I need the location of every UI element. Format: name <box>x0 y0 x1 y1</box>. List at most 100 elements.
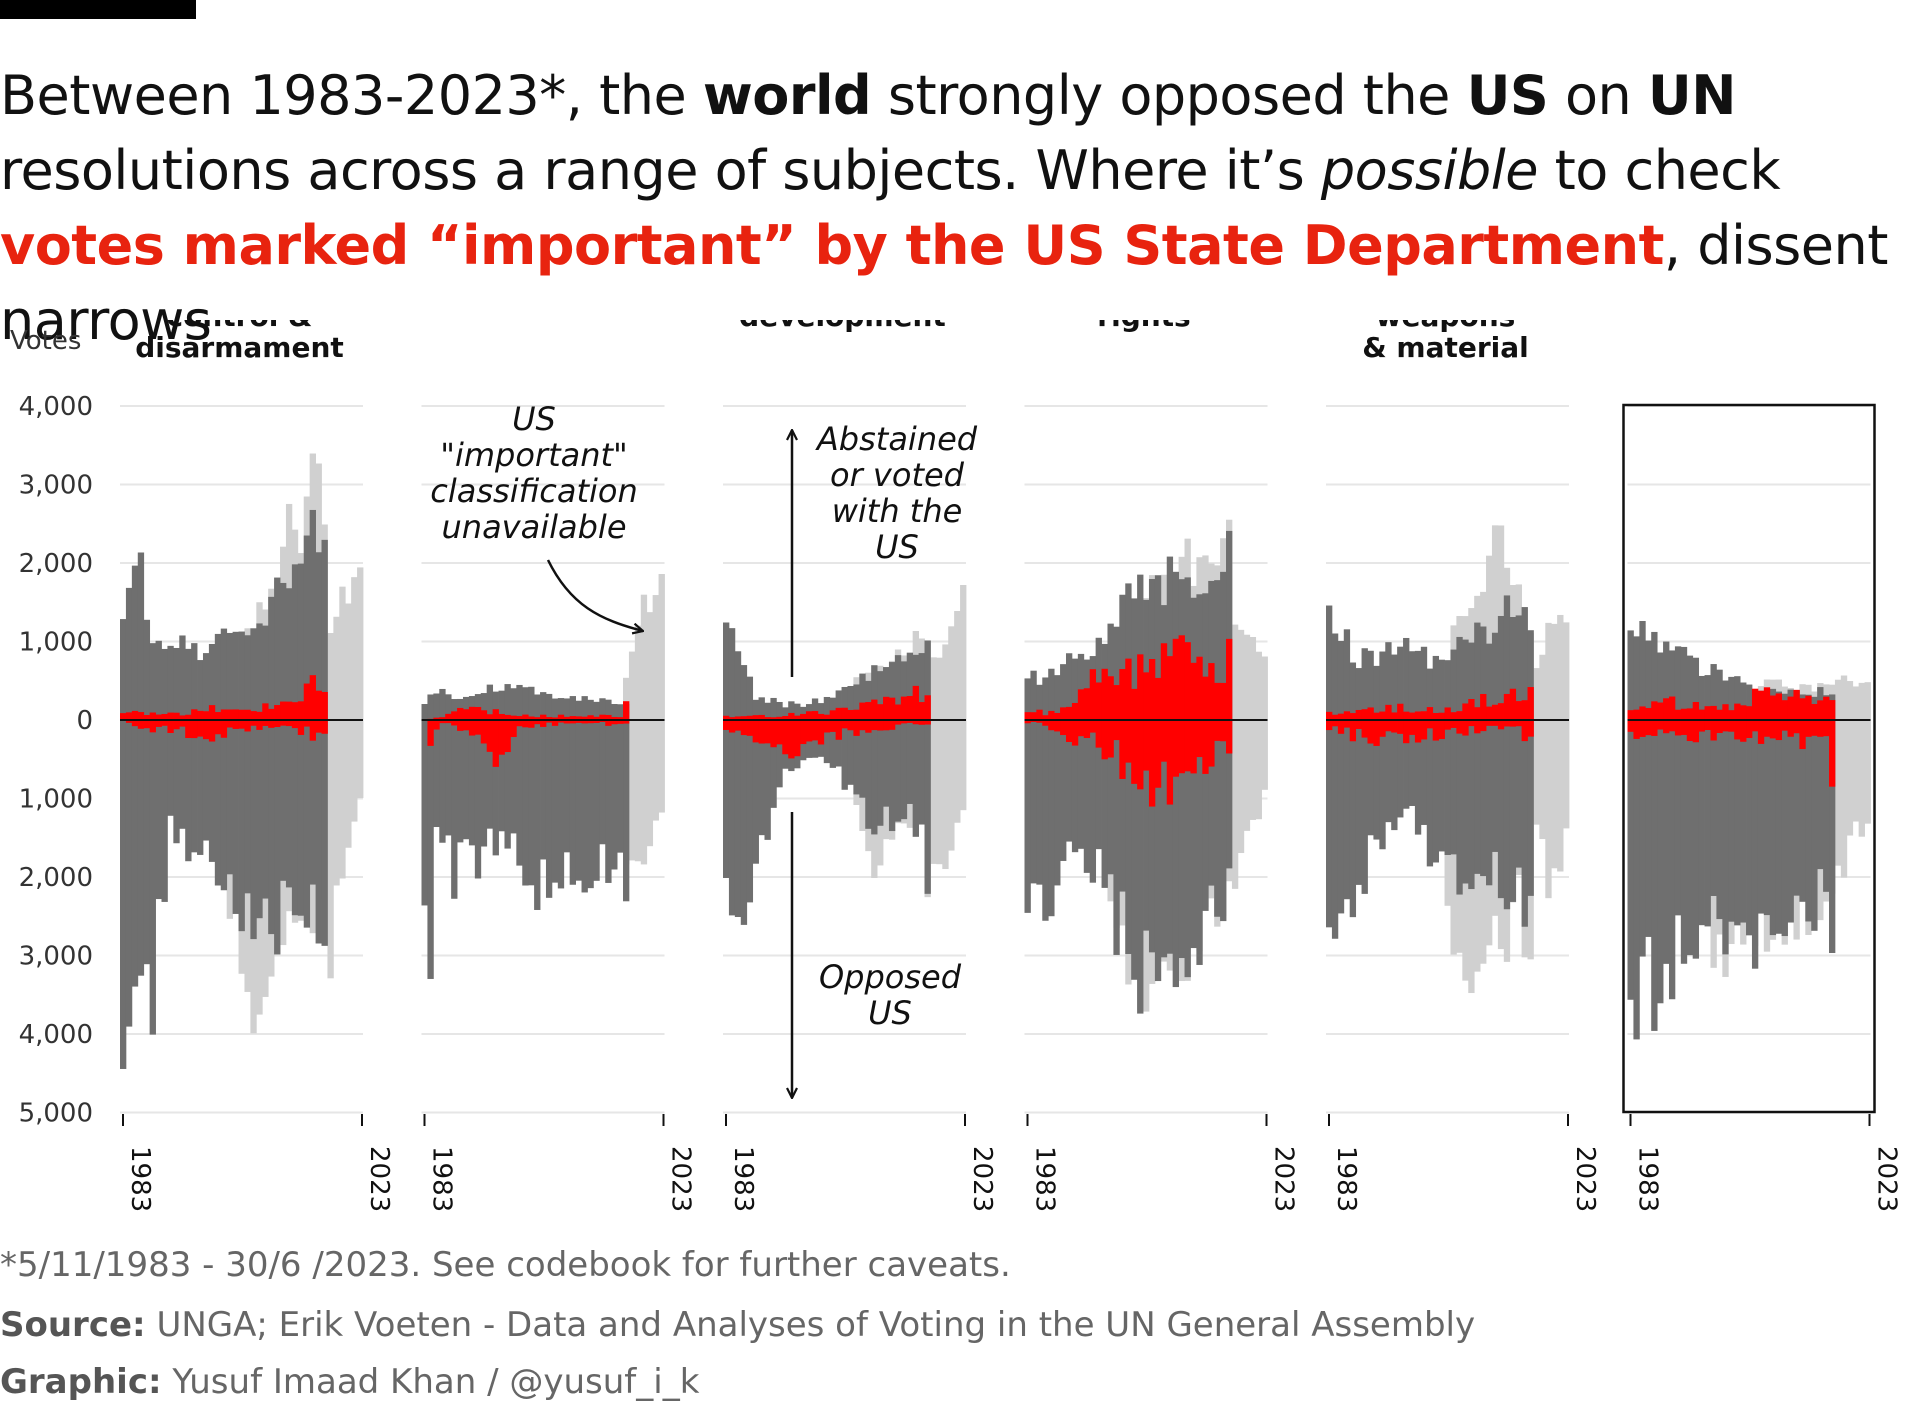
vote-bar-above <box>1208 580 1215 720</box>
unclassified-bar-above <box>1864 682 1871 720</box>
vote-bar-above <box>581 696 588 720</box>
y-axis-label: Votes <box>10 326 81 356</box>
vote-bar-below <box>1036 720 1043 885</box>
vote-bar-above <box>232 631 239 720</box>
vote-bar-below <box>1805 720 1812 922</box>
vote-bar-below <box>1668 720 1676 1000</box>
important-bar-below <box>534 720 541 725</box>
vote-bar-below <box>764 720 771 840</box>
vote-bar-below <box>1391 720 1398 831</box>
important-bar-above <box>297 701 305 720</box>
important-bar-below <box>191 720 198 739</box>
annotation-line: or voted <box>830 456 965 494</box>
unclassified-bar-below <box>345 720 352 848</box>
vote-bar-below <box>865 720 872 829</box>
annotation-line: with the <box>832 492 963 530</box>
vote-bar-above <box>451 699 458 720</box>
important-bar-above <box>321 691 328 720</box>
important-bar-below <box>1775 720 1782 741</box>
unclassified-bar-below <box>1858 720 1865 837</box>
important-bar-above <box>1474 707 1481 720</box>
vote-bar-below <box>1030 720 1037 884</box>
vote-bar-below <box>1769 720 1777 936</box>
important-bar-below <box>734 720 742 731</box>
important-bar-above <box>1746 706 1753 720</box>
vote-bar-below <box>883 720 890 807</box>
vote-bar-below <box>220 720 228 891</box>
vote-bar-above <box>1030 670 1037 720</box>
vote-bar-below <box>1651 720 1658 1031</box>
unclassified-bar-above <box>936 657 943 720</box>
important-bar-below <box>1704 720 1711 731</box>
vote-bar-below <box>1450 720 1457 855</box>
important-bar-below <box>740 720 748 736</box>
important-bar-below <box>1143 720 1150 771</box>
important-bar-above <box>1071 702 1079 720</box>
important-bar-above <box>1793 689 1800 720</box>
vote-bar-below <box>143 720 151 965</box>
vote-bar-below <box>1734 720 1741 926</box>
vote-bar-below <box>1024 720 1031 913</box>
unclassified-bar-above <box>623 677 630 720</box>
important-bar-below <box>871 720 878 731</box>
important-bar-above <box>1651 701 1658 720</box>
important-bar-below <box>1823 720 1830 737</box>
headline-possible: possible <box>1320 139 1539 202</box>
vote-bar-below <box>179 720 186 829</box>
unclassified-bar-below <box>936 720 943 865</box>
important-bar-above <box>1432 712 1440 720</box>
important-bar-above <box>238 709 245 720</box>
vote-bar-below <box>1160 720 1168 958</box>
vote-bar-below <box>853 720 860 795</box>
important-bar-below <box>1497 720 1505 730</box>
vote-bar-below <box>1645 720 1652 937</box>
unclassified-bar-above <box>1545 622 1552 720</box>
unclassified-bar-above <box>930 657 937 720</box>
vote-bar-above <box>1042 677 1049 720</box>
important-bar-below <box>1829 720 1836 787</box>
important-bar-below <box>557 720 565 723</box>
important-bar-below <box>894 720 902 725</box>
important-bar-below <box>1763 720 1771 737</box>
important-bar-below <box>143 720 151 729</box>
important-bar-above <box>545 717 553 720</box>
vote-bar-above <box>1633 636 1640 720</box>
vote-bar-above <box>883 667 890 720</box>
important-bar-below <box>788 720 795 759</box>
vote-bar-below <box>912 720 919 837</box>
important-bar-above <box>1781 700 1788 720</box>
vote-bar-above <box>1137 574 1144 720</box>
headline-part-3: strongly opposed the <box>871 64 1467 127</box>
unclassified-bar-below <box>1852 720 1860 822</box>
vote-bar-below <box>1420 720 1428 825</box>
vote-bar-below <box>1787 720 1794 923</box>
important-bar-above <box>853 709 860 720</box>
important-bar-above <box>723 715 730 720</box>
important-bar-below <box>214 720 222 735</box>
important-bar-above <box>1663 698 1670 720</box>
vote-bar-below <box>1811 720 1818 931</box>
unclassified-bar-above <box>1249 636 1257 720</box>
important-bar-below <box>131 720 139 727</box>
important-bar-above <box>1178 635 1185 720</box>
vote-bar-above <box>1734 676 1741 720</box>
vote-bar-below <box>1089 720 1097 883</box>
vote-bar-below <box>131 720 139 987</box>
important-bar-above <box>1722 704 1729 720</box>
important-bar-below <box>504 720 511 753</box>
important-bar-below <box>498 720 505 755</box>
vote-bar-above <box>1331 633 1339 720</box>
important-bar-below <box>1674 720 1682 736</box>
important-bar-below <box>1391 720 1398 733</box>
y-axis: Votes 4,000 3,000 2,000 1,000 0 1,000 2,000 3,00… <box>10 326 93 1129</box>
unclassified-bar-below <box>942 720 949 870</box>
vote-bar-below <box>1763 720 1771 916</box>
important-bar-above <box>1331 714 1339 720</box>
vote-bar-below <box>593 720 600 881</box>
vote-bar-above <box>1444 660 1451 720</box>
vote-bar-below <box>457 720 464 843</box>
important-bar-below <box>1491 720 1499 726</box>
important-bar-below <box>575 720 582 723</box>
vote-bar-above <box>865 680 872 720</box>
vote-bar-above <box>764 702 771 720</box>
